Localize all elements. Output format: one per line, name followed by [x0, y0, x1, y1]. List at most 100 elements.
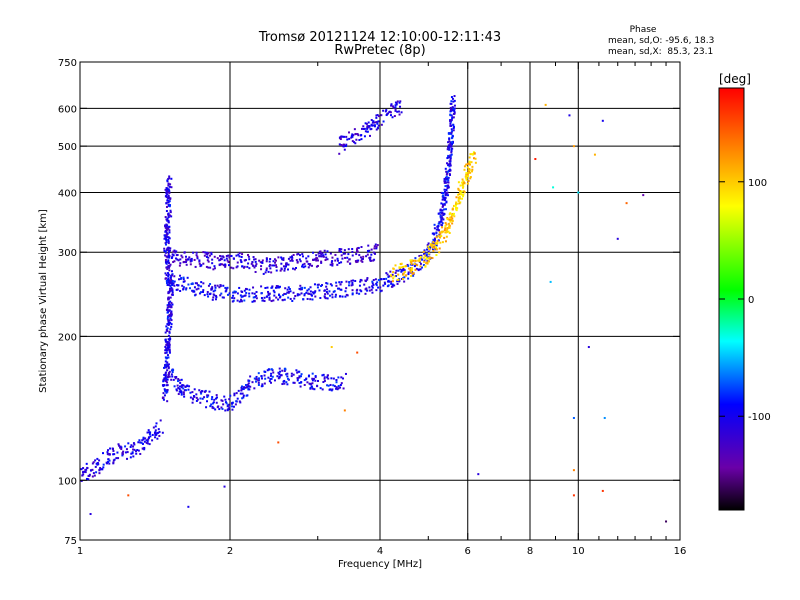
x-tick-label: 2	[227, 546, 233, 557]
data-point	[254, 270, 257, 273]
data-point	[326, 292, 329, 295]
data-point	[473, 152, 476, 155]
data-point	[164, 372, 167, 375]
data-point	[192, 394, 195, 397]
data-point	[265, 295, 268, 298]
data-point	[242, 396, 245, 399]
data-point	[166, 354, 169, 357]
data-point	[199, 397, 202, 400]
data-point	[443, 208, 446, 211]
data-point	[176, 380, 179, 383]
data-point	[452, 125, 455, 128]
data-point	[451, 117, 454, 120]
data-point	[227, 407, 230, 410]
data-point	[255, 380, 258, 383]
data-point	[167, 254, 170, 257]
data-point	[122, 450, 125, 453]
data-point	[200, 285, 203, 288]
data-point	[314, 375, 317, 378]
data-point	[205, 251, 208, 254]
colorbar-tick-label: -100	[748, 412, 771, 423]
data-point	[445, 173, 448, 176]
data-point	[587, 346, 590, 349]
data-point	[238, 286, 241, 289]
data-point	[350, 284, 353, 287]
data-point	[356, 250, 359, 253]
data-point	[364, 292, 367, 295]
data-point	[452, 127, 455, 130]
data-point	[214, 408, 217, 411]
data-point	[168, 189, 171, 192]
data-point	[339, 386, 342, 389]
data-point	[167, 366, 170, 369]
data-point	[235, 266, 238, 269]
data-point	[85, 462, 88, 465]
data-point	[253, 300, 256, 303]
data-point	[359, 280, 362, 283]
data-point	[131, 451, 134, 454]
data-point	[439, 220, 442, 223]
data-point	[369, 128, 372, 131]
data-point	[284, 368, 287, 371]
data-point	[170, 323, 173, 326]
data-point	[448, 132, 451, 135]
data-point	[296, 371, 299, 374]
data-point	[338, 250, 341, 253]
data-point	[206, 394, 209, 397]
data-point	[200, 281, 203, 284]
data-point	[298, 293, 301, 296]
data-point	[307, 288, 310, 291]
data-point	[368, 286, 371, 289]
data-point	[451, 222, 454, 225]
data-point	[449, 113, 452, 116]
data-point	[182, 287, 185, 290]
data-point	[321, 252, 324, 255]
data-point	[410, 259, 413, 262]
data-point	[146, 440, 149, 443]
data-point	[193, 388, 196, 391]
data-point	[379, 290, 382, 293]
data-point	[202, 262, 205, 265]
data-point	[335, 387, 338, 390]
data-point	[316, 385, 319, 388]
data-point	[433, 233, 436, 236]
data-point	[446, 177, 449, 180]
data-point	[162, 392, 165, 395]
data-point	[318, 289, 321, 292]
data-point	[392, 277, 395, 280]
data-point	[298, 381, 301, 384]
data-point	[373, 245, 376, 248]
data-point	[195, 254, 198, 257]
data-point	[449, 110, 452, 113]
data-points	[80, 95, 668, 523]
data-point	[211, 402, 214, 405]
data-point	[112, 449, 115, 452]
data-point	[336, 388, 339, 391]
data-point	[450, 128, 453, 131]
data-point	[239, 259, 242, 262]
data-point	[366, 125, 369, 128]
data-point	[243, 289, 246, 292]
data-point	[134, 450, 137, 453]
data-point	[449, 158, 452, 161]
data-point	[168, 370, 171, 373]
data-point	[248, 379, 251, 382]
data-point	[325, 256, 328, 259]
data-point	[450, 96, 453, 99]
data-point	[419, 262, 422, 265]
data-point	[330, 284, 333, 287]
data-point	[240, 290, 243, 293]
data-point	[324, 293, 327, 296]
data-point	[195, 396, 198, 399]
data-point	[174, 251, 177, 254]
data-point	[165, 205, 168, 208]
data-point	[371, 121, 374, 124]
data-point	[141, 447, 144, 450]
data-point	[268, 260, 271, 263]
data-point	[443, 188, 446, 191]
data-point	[189, 391, 192, 394]
data-point	[167, 291, 170, 294]
data-point	[394, 275, 397, 278]
data-point	[455, 209, 458, 212]
data-point	[226, 409, 229, 412]
